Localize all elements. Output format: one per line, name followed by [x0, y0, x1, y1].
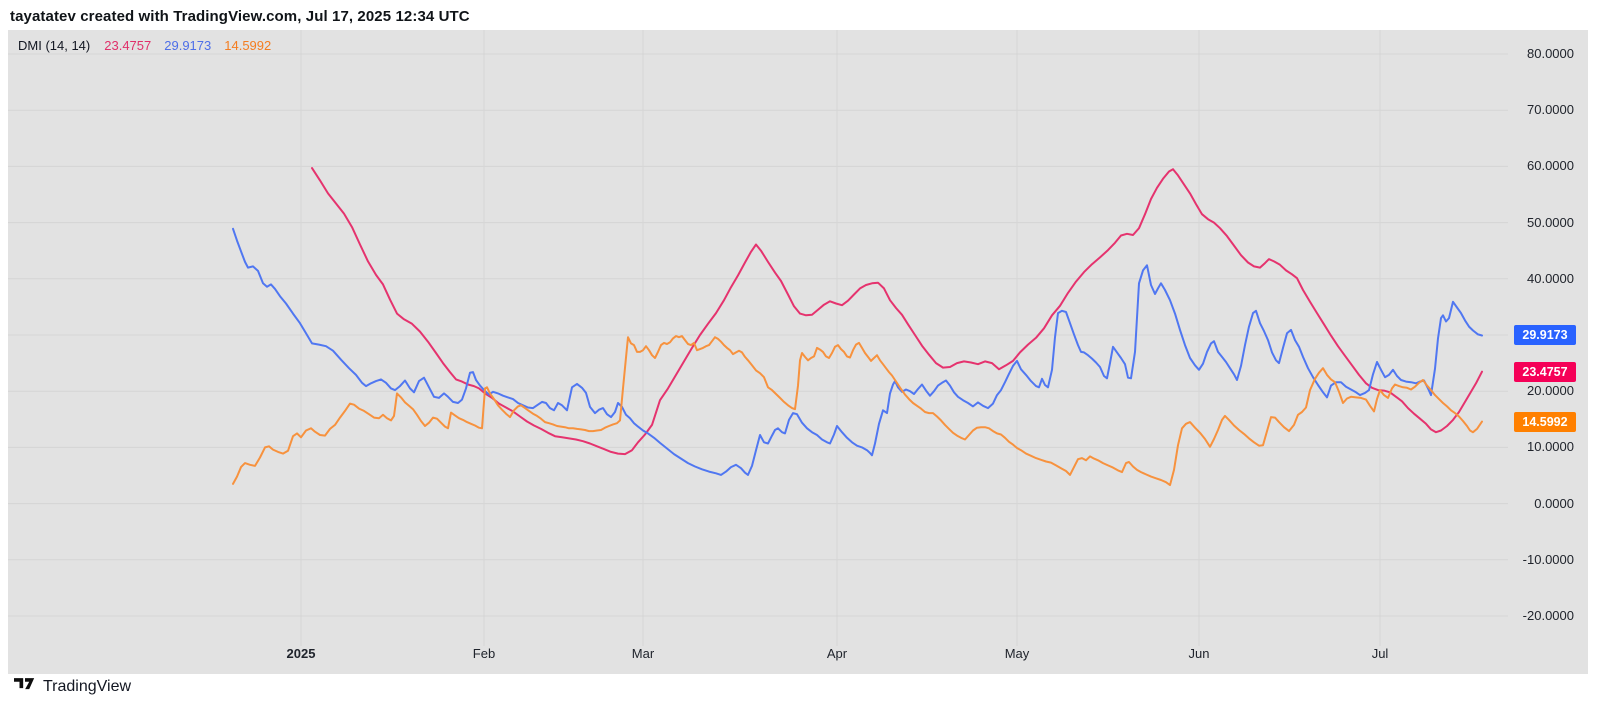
footer-branding: TradingView [14, 677, 131, 697]
price-tick-label: -20.0000 [1522, 608, 1574, 623]
series-line-di [232, 227, 1483, 476]
series-line-adx [311, 167, 1483, 456]
legend-adx-value: 23.4757 [104, 38, 152, 53]
time-tick-label: Jun [1188, 646, 1210, 661]
price-tick-label: -10.0000 [1522, 551, 1574, 567]
price-tick-label: 40.0000 [1527, 270, 1574, 286]
price-tick-label: 80.0000 [1527, 46, 1574, 61]
snapshot-title: tayatatev created with TradingView.com, … [10, 8, 470, 25]
legend-di-plus-value: 29.9173 [164, 38, 212, 53]
indicator-title: DMI (14, 14) [18, 38, 91, 53]
last-value-badge-di: 29.9173 [1514, 325, 1576, 346]
price-tick-label: 50.0000 [1527, 214, 1574, 230]
time-tick-label: Feb [472, 646, 496, 661]
last-value-badge-di: 14.5992 [1514, 411, 1576, 432]
tradingview-logo-icon[interactable] [14, 677, 36, 697]
chart-pane[interactable] [8, 30, 1588, 674]
price-tick-label: 10.0000 [1527, 439, 1574, 455]
legend-di-minus-value: 14.5992 [224, 38, 272, 53]
time-tick-label: Mar [631, 646, 655, 661]
price-tick-label: 20.0000 [1527, 383, 1574, 399]
time-tick-label: May [1004, 646, 1030, 661]
tradingview-brand-text[interactable]: TradingView [43, 678, 132, 695]
price-tick-label: 60.0000 [1527, 158, 1574, 174]
indicator-legend[interactable]: DMI (14, 14) 23.4757 29.9173 14.5992 [18, 38, 284, 53]
price-tick-label: 0.0000 [1534, 495, 1574, 511]
price-tick-label: 70.0000 [1527, 102, 1574, 118]
last-value-badge-adx: 23.4757 [1514, 361, 1576, 382]
time-tick-label: Jul [1371, 646, 1389, 661]
time-tick-label: 2025 [286, 646, 316, 661]
series-line-di [232, 335, 1483, 487]
time-tick-label: Apr [826, 646, 848, 661]
